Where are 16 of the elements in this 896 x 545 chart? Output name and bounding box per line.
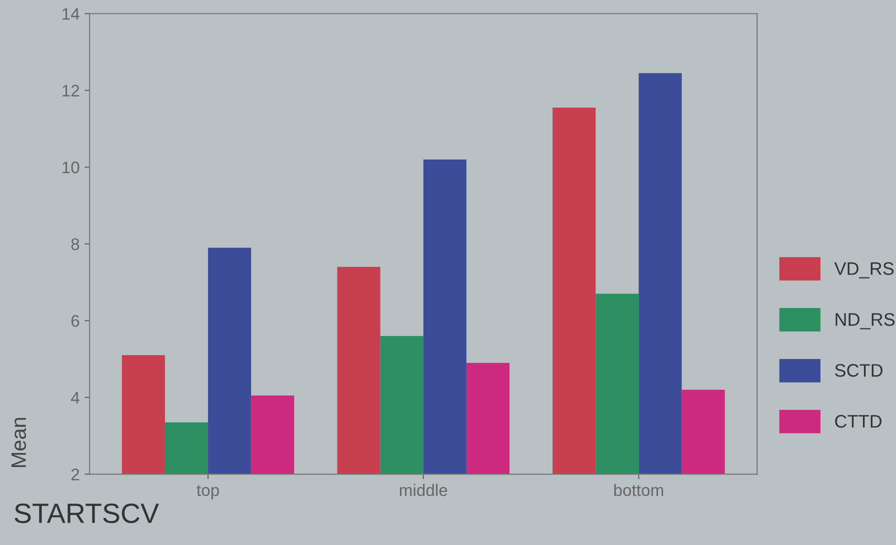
x-tick-label: middle (400, 484, 448, 496)
x-tick-label: top (196, 485, 219, 500)
legend-label: CTTD (835, 414, 882, 428)
y-tick-label: 10 (62, 162, 80, 174)
y-tick-label: 6 (71, 315, 80, 327)
x-axis-title: STARTSCV (14, 503, 159, 524)
y-tick-label: 14 (62, 8, 80, 20)
y-tick-label: 2 (71, 468, 80, 480)
y-tick-label: 4 (70, 392, 80, 404)
legend-label: VD_RS (834, 262, 894, 278)
legend-label: ND_RS (836, 313, 895, 330)
y-tick-label: 8 (71, 238, 80, 250)
y-tick-label: 12 (62, 84, 80, 96)
y-axis-title: Mean (12, 418, 26, 467)
legend-label: SCTD (835, 364, 882, 377)
x-tick-label: bottom (614, 484, 664, 496)
